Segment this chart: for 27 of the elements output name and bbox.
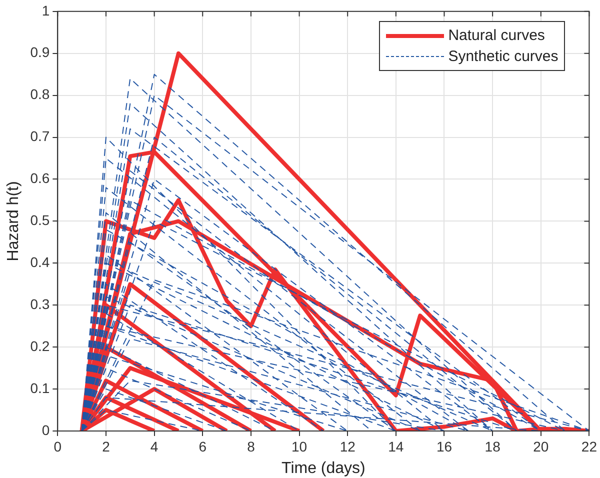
legend-label: Natural curves (448, 27, 545, 44)
y-tick-label: 0.2 (30, 338, 50, 354)
y-tick-label: 0.4 (30, 254, 50, 270)
x-tick-label: 8 (247, 438, 256, 454)
x-tick-label: 14 (388, 438, 404, 454)
legend-label: Synthetic curves (448, 48, 558, 66)
y-tick-label: 0.8 (30, 86, 50, 102)
y-tick-label: 0 (42, 422, 50, 438)
y-tick-label: 0.9 (30, 44, 50, 60)
x-tick-label: 2 (102, 438, 110, 454)
x-tick-label: 20 (533, 438, 549, 454)
y-tick-label: 0.1 (30, 380, 50, 396)
y-tick-label: 1 (42, 2, 50, 18)
x-tick-label: 0 (54, 438, 62, 454)
x-tick-label: 22 (581, 438, 598, 454)
y-tick-label: 0.3 (30, 296, 50, 312)
x-tick-label: 18 (484, 438, 501, 454)
y-tick-label: 0.7 (30, 128, 50, 144)
x-axis-title: Time (days) (282, 460, 366, 477)
y-tick-label: 0.5 (30, 212, 50, 228)
y-tick-label: 0.6 (30, 170, 50, 186)
x-tick-label: 4 (150, 438, 158, 454)
x-tick-label: 10 (291, 438, 308, 454)
x-tick-label: 6 (198, 438, 207, 454)
x-tick-label: 12 (340, 438, 356, 454)
x-tick-label: 16 (436, 438, 452, 454)
y-axis-title: Hazard h(t) (5, 181, 22, 262)
